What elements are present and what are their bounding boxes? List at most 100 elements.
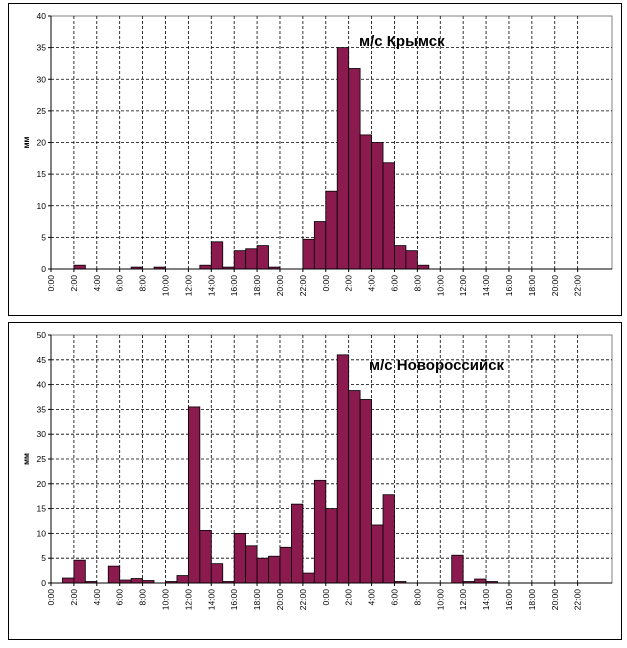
bar: [268, 555, 281, 584]
bar: [256, 245, 269, 270]
x-tick-label: 4:00: [92, 589, 102, 606]
x-tick-label: 14:00: [481, 275, 491, 297]
bar: [336, 354, 350, 584]
bar: [325, 190, 338, 270]
bar: [210, 563, 224, 584]
x-tick-label: 16:00: [229, 589, 239, 611]
y-tick-label: 25: [37, 106, 47, 116]
y-tick-label: 45: [37, 355, 47, 365]
bar: [348, 390, 361, 584]
bar: [451, 554, 464, 584]
y-tick-label: 40: [37, 380, 47, 390]
x-tick-label: 2:00: [69, 589, 79, 606]
x-tick-label: 14:00: [206, 275, 216, 297]
chart-panel-novorossiysk: 0 5 10 15 20 25 30 35 40 45 50 0:00 2:00 4:00 6:00 8:00…: [8, 322, 622, 640]
y-tick-label: 0: [41, 578, 46, 588]
x-tick-label: 0:00: [46, 275, 56, 292]
x-tick-label: 8:00: [138, 589, 148, 606]
bar: [199, 530, 212, 584]
y-tick-label: 30: [37, 429, 47, 439]
bar: [62, 577, 75, 584]
x-tick-label: 20:00: [550, 275, 560, 297]
x-tick-label: 10:00: [435, 275, 445, 297]
x-tick-label: 0:00: [321, 275, 331, 292]
y-tick-label: 5: [41, 232, 46, 242]
x-tick-label: 18:00: [252, 275, 262, 297]
x-tick-label: 4:00: [367, 589, 377, 606]
x-tick-label: 8:00: [412, 589, 422, 606]
x-tick-label: 12:00: [458, 589, 468, 611]
x-tick-label: 14:00: [206, 589, 216, 611]
bar: [245, 248, 258, 270]
x-tick-label: 10:00: [435, 589, 445, 611]
bar: [256, 557, 269, 584]
bar: [73, 264, 86, 270]
x-tick-label: 14:00: [481, 589, 491, 611]
x-tick-label: 20:00: [275, 275, 285, 297]
y-tick-label: 40: [37, 11, 47, 21]
bar: [416, 264, 430, 270]
y-tick-label: 10: [37, 201, 47, 211]
x-tick-label: 22:00: [573, 589, 583, 611]
chart-title: м/с Крымск: [359, 33, 445, 50]
bar: [210, 241, 224, 270]
x-tick-label: 12:00: [183, 589, 193, 611]
x-tick-label: 12:00: [183, 275, 193, 297]
x-tick-label: 0:00: [46, 589, 56, 606]
x-tick-label: 20:00: [275, 589, 285, 611]
bar: [405, 250, 418, 270]
bar: [291, 503, 304, 584]
y-tick-label: 15: [37, 504, 47, 514]
x-tick-label: 22:00: [298, 589, 308, 611]
x-tick-label: 18:00: [527, 275, 537, 297]
bar: [130, 578, 143, 584]
x-tick-label: 22:00: [573, 275, 583, 297]
y-tick-label: 10: [37, 528, 47, 538]
bar: [359, 134, 372, 270]
x-tick-label: 8:00: [138, 275, 148, 292]
x-tick-label: 20:00: [550, 589, 560, 611]
chart-novorossiysk: 0 5 10 15 20 25 30 35 40 45 50 0:00 2:00 4:00 6:00 8:00…: [22, 330, 613, 611]
y-tick-label: 25: [37, 454, 47, 464]
x-tick-label: 16:00: [504, 589, 514, 611]
bar: [325, 508, 338, 584]
x-tick-label: 10:00: [160, 589, 170, 611]
bar: [199, 264, 212, 270]
bar: [302, 572, 315, 584]
x-tick-label: 2:00: [69, 275, 79, 292]
y-tick-label: 5: [41, 553, 46, 563]
chart-title: м/с Новороссийск: [369, 357, 505, 374]
x-tick-label: 18:00: [527, 589, 537, 611]
bar: [107, 565, 121, 584]
bar: [371, 524, 384, 584]
x-tick-label: 6:00: [115, 275, 125, 292]
y-tick-label: 35: [37, 43, 47, 53]
bar: [371, 142, 384, 270]
x-tick-label: 2:00: [344, 589, 354, 606]
bar: [73, 559, 86, 584]
bar: [382, 494, 395, 584]
bar: [176, 575, 189, 584]
y-tick-label: 35: [37, 404, 47, 414]
bar: [359, 399, 372, 584]
x-tick-label: 16:00: [229, 275, 239, 297]
x-tick-label: 6:00: [389, 275, 399, 292]
bar: [233, 250, 247, 270]
x-tick-label: 12:00: [458, 275, 468, 297]
x-tick-label: 4:00: [92, 275, 102, 292]
bar: [279, 546, 292, 584]
y-tick-label: 15: [37, 169, 47, 179]
x-tick-label: 10:00: [160, 275, 170, 297]
y-axis-label: мм: [22, 137, 31, 149]
bar: [313, 221, 327, 270]
y-axis-label: мм: [22, 453, 31, 465]
y-tick-label: 20: [37, 138, 47, 148]
bar: [187, 406, 201, 584]
bar: [233, 532, 247, 584]
x-tick-label: 2:00: [344, 275, 354, 292]
bar: [245, 545, 258, 584]
bar: [382, 162, 395, 270]
y-tick-label: 0: [41, 264, 46, 274]
bar: [302, 238, 315, 270]
chart-panel-krymsk: 0 5 10 15 20 25 30 35 40 0:00 2:00 4:00 6:00 8:00 10:0…: [8, 3, 622, 316]
